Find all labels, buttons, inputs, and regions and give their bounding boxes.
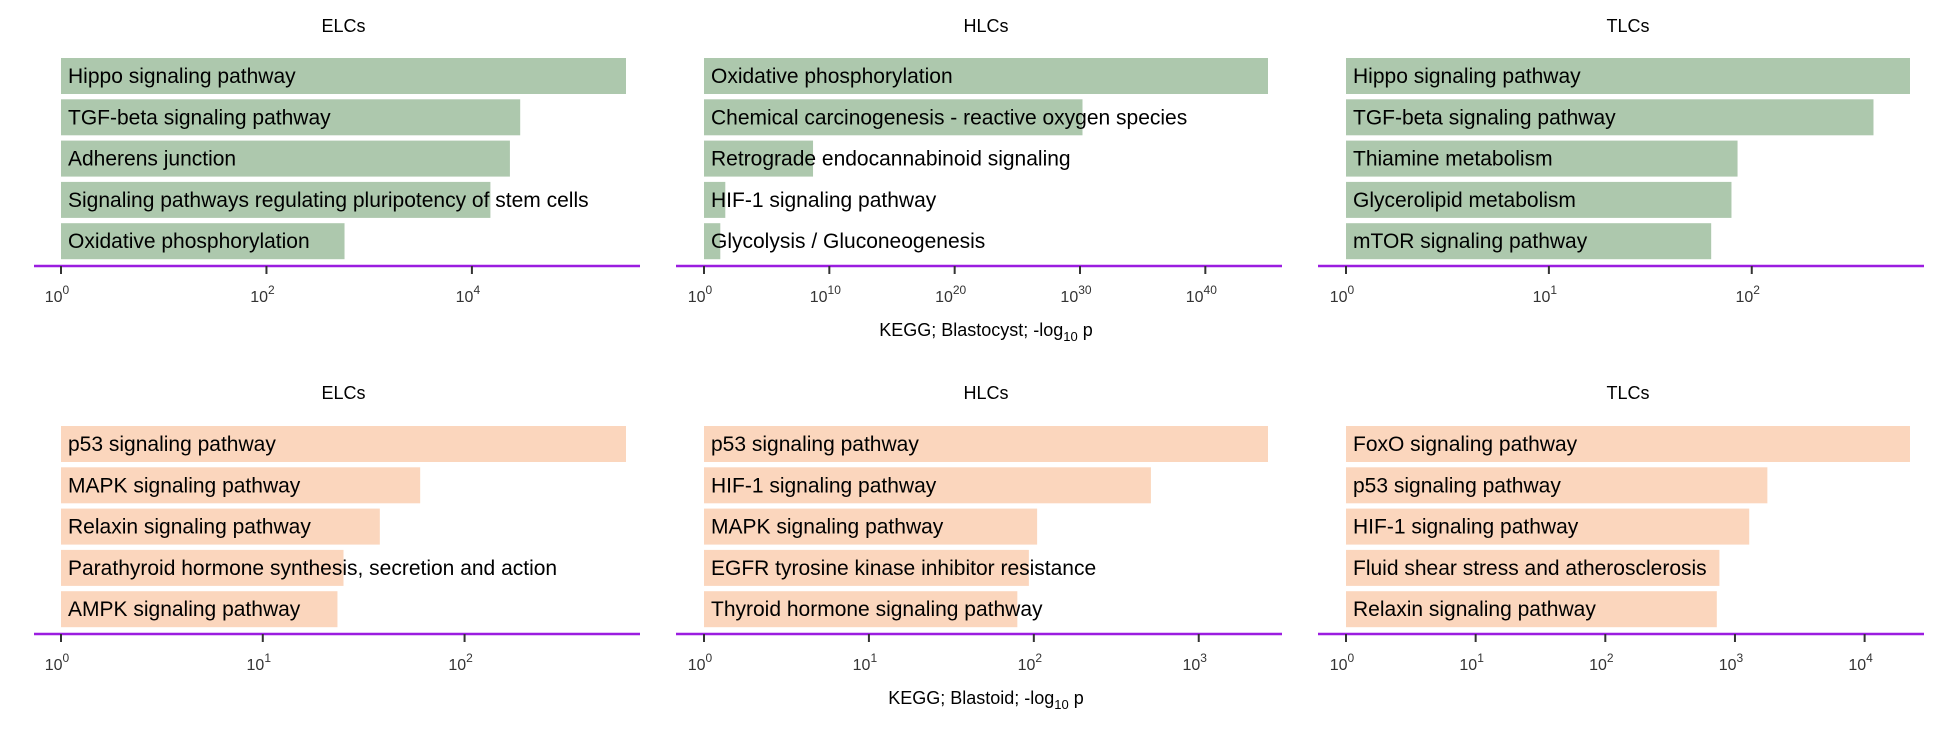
data-bar [704,181,726,218]
bar-label: mTOR signaling pathway [1353,230,1588,253]
data-bar [704,58,1268,94]
x-axis-title: KEGG; Blastoid; -log10 p [888,688,1084,712]
x-tick-label: 104 [1848,651,1873,674]
data-bar [1346,58,1910,94]
data-bar [704,591,1018,628]
panel-title: ELCs [321,16,365,36]
data-bar [61,58,626,94]
panel-title: HLCs [963,16,1008,36]
x-tick-label: 101 [247,651,272,674]
x-tick-label: 102 [1589,651,1614,674]
data-bar [1346,591,1717,628]
data-bar [61,426,626,462]
data-bar [704,467,1151,504]
bar-label: Oxidative phosphorylation [68,230,310,253]
x-tick-label: 1020 [935,283,966,306]
panel-title: TLCs [1606,383,1649,403]
data-bar [704,426,1268,462]
bar-label: Glycerolipid metabolism [1353,189,1576,212]
chart-panel: HLCs Oxidative phosphorylation Chemical ca… [676,16,1282,306]
panel-title: ELCs [321,383,365,403]
bar-label: HIF-1 signaling pathway [711,189,937,212]
x-tick-label: 100 [1330,283,1355,306]
x-tick-label: 100 [1330,651,1355,674]
bar-label: p53 signaling pathway [711,433,919,456]
bar-label: Hippo signaling pathway [1353,65,1581,88]
x-tick-label: 102 [250,283,275,306]
bar-label: TGF-beta signaling pathway [68,106,331,129]
bar-label: Relaxin signaling pathway [1353,598,1596,621]
bar-label: Retrograde endocannabinoid signaling [711,148,1071,171]
bar-label: Thiamine metabolism [1353,148,1553,171]
x-tick-label: 101 [853,651,878,674]
x-tick-label: 100 [688,283,713,306]
bar-label: HIF-1 signaling pathway [1353,516,1579,539]
bar-label: Relaxin signaling pathway [68,516,311,539]
data-bar [61,223,345,260]
x-tick-label: 1040 [1186,283,1217,306]
bar-label: Adherens junction [68,148,236,171]
x-tick-label: 1030 [1060,283,1091,306]
x-tick-label: 100 [45,283,70,306]
bar-label: FoxO signaling pathway [1353,433,1578,456]
data-bar [61,508,380,545]
bar-label: HIF-1 signaling pathway [711,474,937,497]
bar-label: Fluid shear stress and atherosclerosis [1353,557,1707,580]
data-bar [1346,223,1712,260]
bar-label: TGF-beta signaling pathway [1353,106,1616,129]
x-tick-label: 101 [1459,651,1484,674]
bar-label: MAPK signaling pathway [68,474,301,497]
bar-label: Oxidative phosphorylation [711,65,953,88]
data-bar [1346,549,1720,586]
x-tick-label: 100 [45,651,70,674]
x-axis-title: KEGG; Blastocyst; -log10 p [879,320,1093,344]
bar-label: EGFR tyrosine kinase inhibitor resistanc… [711,557,1096,580]
x-tick-label: 102 [1018,651,1043,674]
x-tick-label: 102 [448,651,473,674]
data-bar [61,549,344,586]
bar-label: Signaling pathways regulating pluripoten… [68,189,589,212]
bar-label: Parathyroid hormone synthesis, secretion… [68,557,557,580]
bar-label: AMPK signaling pathway [68,598,301,621]
x-tick-label: 103 [1182,651,1207,674]
chart-panel: ELCs Hippo signaling pathway TGF-beta sign… [34,16,640,306]
x-tick-label: 101 [1533,283,1558,306]
panel-title: HLCs [963,383,1008,403]
data-bar [61,591,338,628]
chart-panel: TLCs FoxO signaling pathway p53 signaling … [1318,383,1924,674]
x-tick-label: 100 [688,651,713,674]
data-bar [1346,140,1738,177]
data-bar [1346,99,1874,136]
x-tick-label: 103 [1719,651,1744,674]
x-tick-label: 102 [1736,283,1761,306]
bar-label: Thyroid hormone signaling pathway [711,598,1043,621]
data-bar [61,140,510,177]
data-bar [1346,508,1750,545]
data-bar [1346,467,1768,504]
data-bar [61,467,421,504]
data-bar [61,181,491,218]
data-bar [704,549,1029,586]
data-bar [1346,181,1732,218]
bar-label: Hippo signaling pathway [68,65,296,88]
data-bar [704,140,814,177]
x-tick-label: 104 [456,283,481,306]
chart-panel: HLCs p53 signaling pathway HIF-1 signaling… [676,383,1282,674]
bar-label: p53 signaling pathway [68,433,276,456]
data-bar [1346,426,1910,462]
bar-label: MAPK signaling pathway [711,516,944,539]
data-bar [704,223,721,260]
chart-panel: TLCs Hippo signaling pathway TGF-beta sign… [1318,16,1924,306]
bar-label: p53 signaling pathway [1353,474,1561,497]
x-tick-label: 1010 [810,283,841,306]
bar-label: Glycolysis / Gluconeogenesis [711,230,985,253]
data-bar [704,508,1038,545]
chart-panel: ELCs p53 signaling pathway MAPK signaling … [34,383,640,674]
data-bar [704,99,1083,136]
data-bar [61,99,521,136]
panel-title: TLCs [1606,16,1649,36]
bar-label: Chemical carcinogenesis - reactive oxyge… [711,106,1187,129]
